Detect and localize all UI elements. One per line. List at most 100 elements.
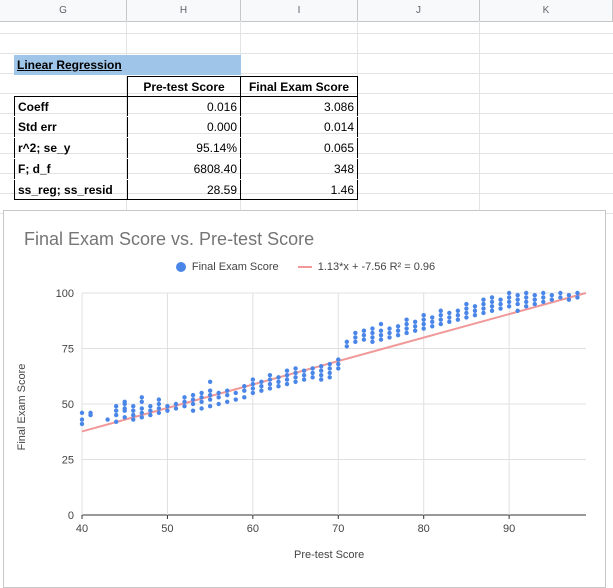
data-point [336, 366, 341, 371]
column-header-j[interactable]: J [358, 0, 480, 21]
row-label-f[interactable]: F; d_f [14, 159, 127, 179]
data-point [182, 404, 187, 409]
row-label-r2[interactable]: r^2; se_y [14, 138, 127, 158]
data-point [344, 339, 350, 345]
data-point [225, 399, 230, 404]
data-point [267, 386, 273, 391]
data-point [506, 304, 512, 309]
data-point [318, 372, 324, 378]
scatter-chart[interactable]: Final Exam Score vs. Pre-test Score Fina… [3, 210, 606, 588]
legend-line-icon [297, 266, 312, 269]
data-point [284, 381, 290, 387]
cell-r2-final[interactable]: 0.065 [241, 138, 358, 158]
data-point [532, 301, 537, 307]
data-point [489, 295, 495, 300]
data-point [336, 361, 341, 367]
data-point [113, 408, 119, 413]
data-point [284, 372, 290, 378]
data-point [430, 319, 435, 325]
data-point [301, 372, 307, 378]
data-point [139, 395, 144, 400]
data-point [199, 390, 204, 396]
data-point [207, 388, 213, 393]
data-point [361, 337, 367, 342]
data-point [524, 304, 529, 309]
y-tick-label: 100 [56, 288, 74, 300]
data-point [173, 406, 179, 411]
data-point [284, 368, 290, 373]
data-point [156, 397, 162, 402]
data-point [148, 404, 153, 409]
cell-ss-final[interactable]: 1.46 [241, 180, 358, 200]
data-point [353, 339, 358, 345]
data-point [276, 384, 281, 389]
chart-title: Final Exam Score vs. Pre-test Score [24, 229, 315, 249]
data-point [344, 344, 350, 349]
data-point [190, 392, 196, 398]
x-tick-label: 50 [161, 523, 173, 535]
data-point [79, 417, 85, 422]
column-header-k[interactable]: K [480, 0, 613, 21]
header-pretest[interactable]: Pre-test Score [127, 76, 241, 96]
data-point [498, 297, 503, 302]
x-tick-label: 70 [332, 523, 344, 535]
data-point [472, 304, 478, 309]
data-point [481, 301, 486, 307]
data-point [370, 330, 375, 336]
y-tick-label: 75 [62, 344, 74, 356]
data-point [575, 290, 580, 296]
data-point [242, 384, 247, 389]
data-point [464, 306, 469, 311]
y-tick-label: 25 [62, 455, 74, 467]
data-point [498, 301, 503, 307]
cell-f-pretest[interactable]: 6808.40 [127, 159, 241, 179]
column-header-h[interactable]: H [127, 0, 241, 21]
regression-title[interactable]: Linear Regression [14, 55, 241, 75]
data-point [190, 401, 196, 407]
data-point [310, 366, 315, 371]
column-header-g[interactable]: G [0, 0, 127, 21]
data-point [113, 404, 119, 409]
data-point [139, 415, 144, 420]
data-point [378, 332, 384, 338]
data-point [284, 377, 290, 382]
cell-coeff-final[interactable]: 3.086 [241, 96, 358, 116]
row-label-ss[interactable]: ss_reg; ss_resid [14, 180, 127, 200]
data-point [88, 412, 93, 418]
data-point [404, 321, 409, 327]
data-point [199, 395, 204, 400]
cell-stderr-final[interactable]: 0.014 [241, 117, 358, 137]
data-point [293, 375, 298, 380]
data-point [421, 317, 426, 322]
data-point [489, 299, 495, 305]
data-point [233, 397, 238, 402]
data-point [113, 419, 119, 424]
row-label-coeff[interactable]: Coeff [14, 96, 127, 116]
data-point [464, 310, 469, 316]
column-header-i[interactable]: I [241, 0, 358, 21]
cell-coeff-pretest[interactable]: 0.016 [127, 96, 241, 116]
x-tick-label: 80 [418, 523, 430, 535]
data-point [404, 330, 409, 336]
cell-f-final[interactable]: 348 [241, 159, 358, 179]
data-point [276, 375, 281, 380]
data-point [370, 335, 375, 340]
data-point [472, 313, 478, 318]
cell-ss-pretest[interactable]: 28.59 [127, 180, 241, 200]
plot-area: 0 25 50 75 100 40 50 60 70 80 90 [56, 288, 587, 535]
cell-stderr-pretest[interactable]: 0.000 [127, 117, 241, 137]
data-point [327, 366, 332, 371]
row-label-stderr[interactable]: Std err [14, 117, 127, 137]
data-point [558, 290, 563, 296]
header-final[interactable]: Final Exam Score [241, 76, 358, 96]
data-point [216, 390, 221, 396]
data-point [122, 406, 127, 411]
data-point [430, 324, 435, 329]
data-point [310, 375, 315, 380]
data-point [395, 324, 401, 329]
data-point [216, 401, 221, 407]
data-point [182, 395, 187, 400]
data-point [387, 326, 392, 331]
cell-r2-pretest[interactable]: 95.14% [127, 138, 241, 158]
data-point [412, 324, 418, 329]
